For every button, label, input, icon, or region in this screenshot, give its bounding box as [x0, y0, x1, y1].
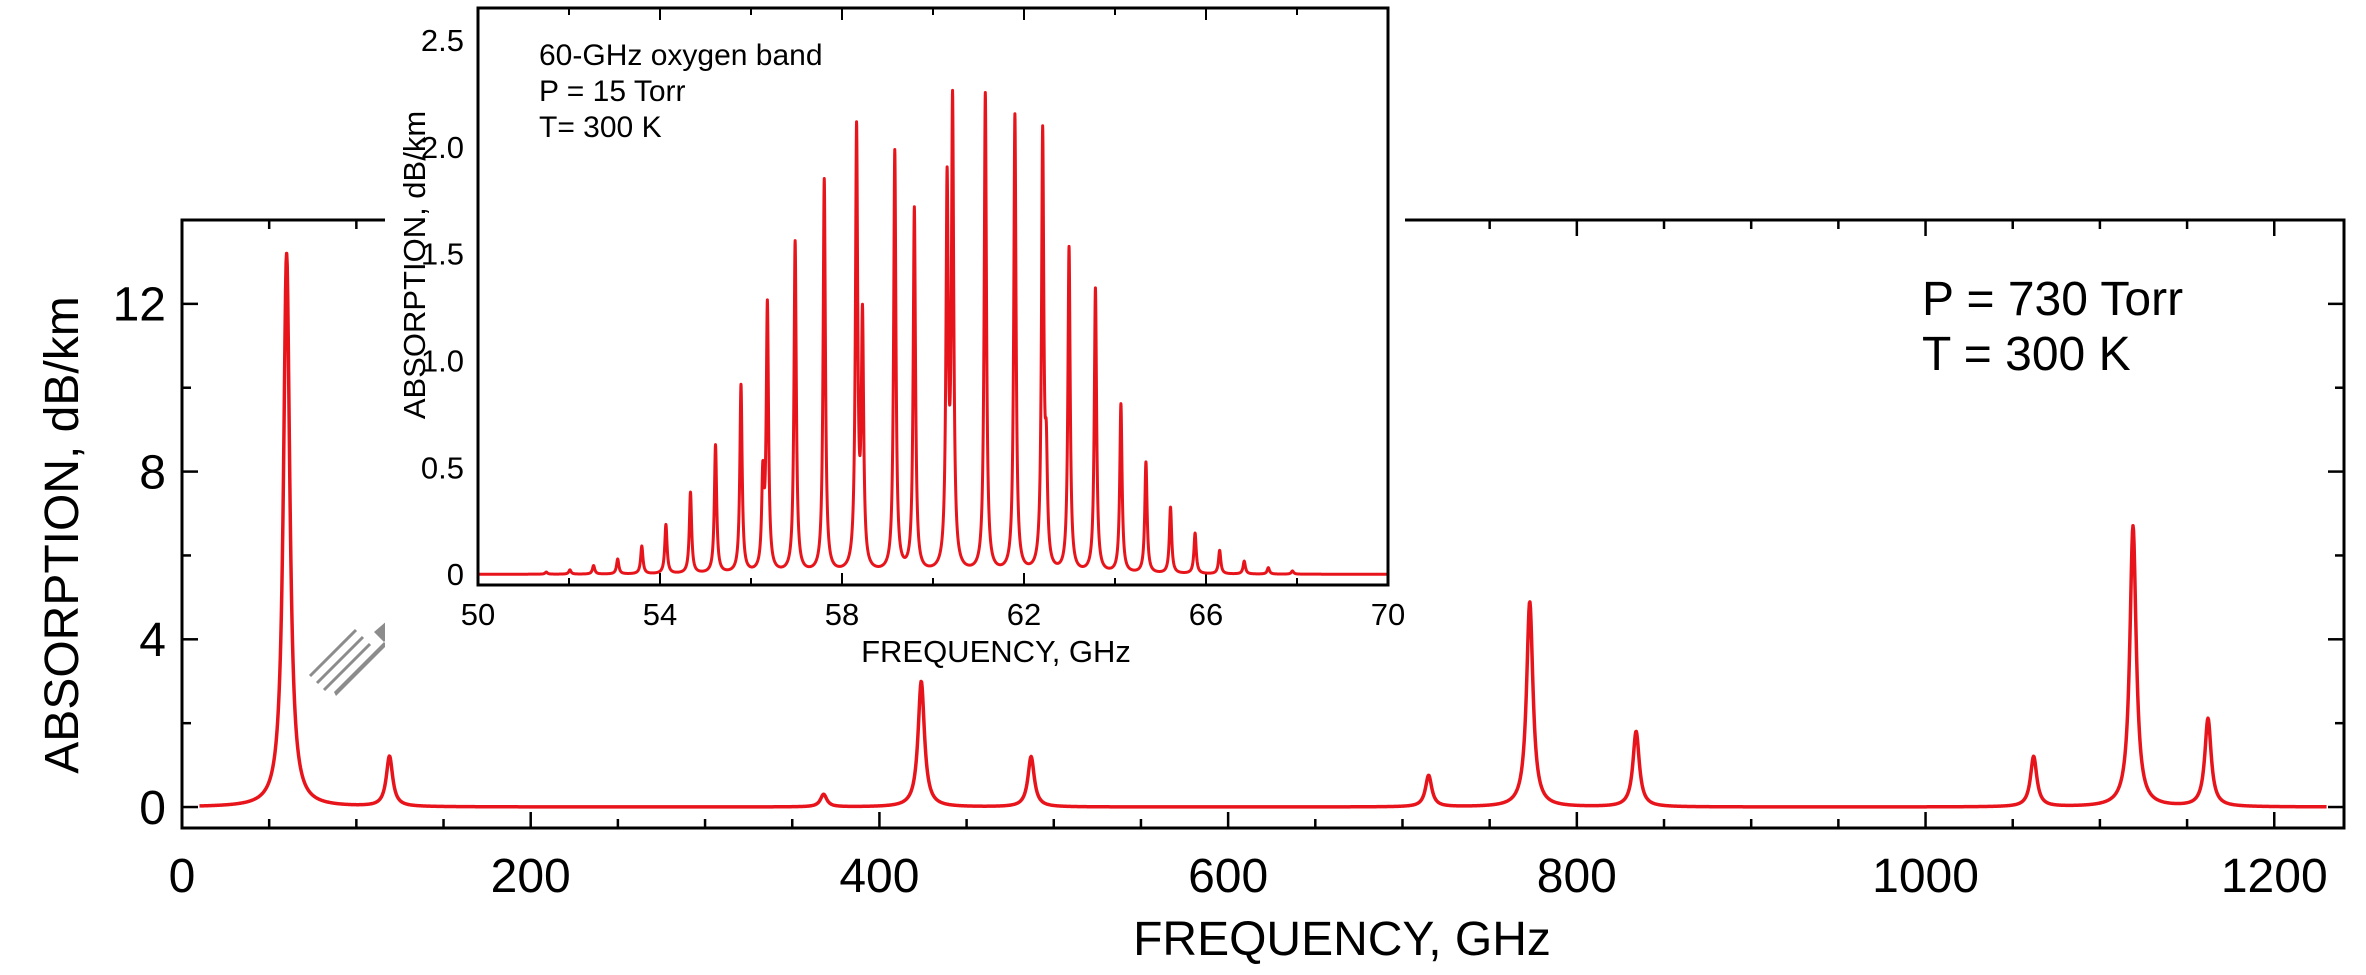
main-x-tick-label: 800 — [1537, 850, 1617, 903]
inset-y-tick-labels: 0 0.5 1.0 1.5 2.0 2.5 — [421, 23, 464, 592]
inset-y-tick-label: 1.0 — [421, 343, 464, 378]
inset-y-tick-label: 0.5 — [421, 450, 464, 485]
inset-x-tick-label: 70 — [1371, 597, 1405, 632]
inset-x-tick-label: 58 — [825, 597, 859, 632]
inset-x-tick-label: 54 — [643, 597, 677, 632]
main-x-tick-label: 0 — [169, 850, 196, 903]
inset-x-tick-label: 50 — [461, 597, 495, 632]
zoom-arrow-stripe — [315, 635, 365, 685]
zoom-arrow-stripe — [308, 628, 358, 678]
main-x-tick-labels: 0 200 400 600 800 1000 1200 — [169, 850, 2328, 903]
inset-y-tick-label: 0 — [447, 557, 464, 592]
main-y-axis-title: ABSORPTION, dB/km — [36, 296, 89, 773]
inset-chart: 50 54 58 62 66 70 0 0.5 1.0 1.5 2.0 2.5 FREQUENCY,… — [385, 0, 1405, 670]
inset-annotation-band: 60-GHz oxygen band — [539, 39, 823, 72]
main-x-tick-label: 1000 — [1872, 850, 1979, 903]
main-y-tick-label: 0 — [139, 782, 166, 835]
inset-x-tick-label: 62 — [1007, 597, 1041, 632]
main-x-axis-title: FREQUENCY, GHz — [1133, 913, 1551, 966]
main-chart: 0 200 400 600 800 1000 1200 0 4 8 12 FREQUENCY, G… — [36, 218, 2346, 966]
inset-x-tick-labels: 50 54 58 62 66 70 — [461, 597, 1405, 632]
inset-x-tick-label: 66 — [1189, 597, 1223, 632]
main-x-tick-label: 600 — [1188, 850, 1268, 903]
inset-y-tick-label: 2.5 — [421, 23, 464, 58]
main-y-tick-label: 12 — [113, 279, 166, 332]
inset-plot-frame — [476, 6, 1390, 587]
main-annotation-temperature: T = 300 K — [1922, 328, 2131, 381]
main-x-tick-label: 400 — [839, 850, 919, 903]
inset-x-axis-title: FREQUENCY, GHz — [861, 634, 1131, 669]
inset-y-tick-label: 1.5 — [421, 237, 464, 272]
main-x-tick-label: 1200 — [2221, 850, 2328, 903]
main-spectrum-line — [198, 251, 2328, 809]
main-x-tick-label: 200 — [491, 850, 571, 903]
zoom-arrow-stripe — [322, 642, 372, 692]
inset-annotation-pressure: P = 15 Torr — [539, 75, 685, 108]
inset-y-tick-label: 2.0 — [421, 130, 464, 165]
inset-spectrum-line — [476, 88, 1390, 576]
main-y-tick-label: 4 — [139, 614, 166, 667]
main-annotation-pressure: P = 730 Torr — [1922, 273, 2183, 326]
inset-y-axis-title: ABSORPTION, dB/km — [397, 111, 432, 419]
inset-annotation-temperature: T= 300 K — [539, 111, 662, 144]
main-y-tick-labels: 0 4 8 12 — [113, 279, 166, 835]
main-y-tick-label: 8 — [139, 446, 166, 499]
